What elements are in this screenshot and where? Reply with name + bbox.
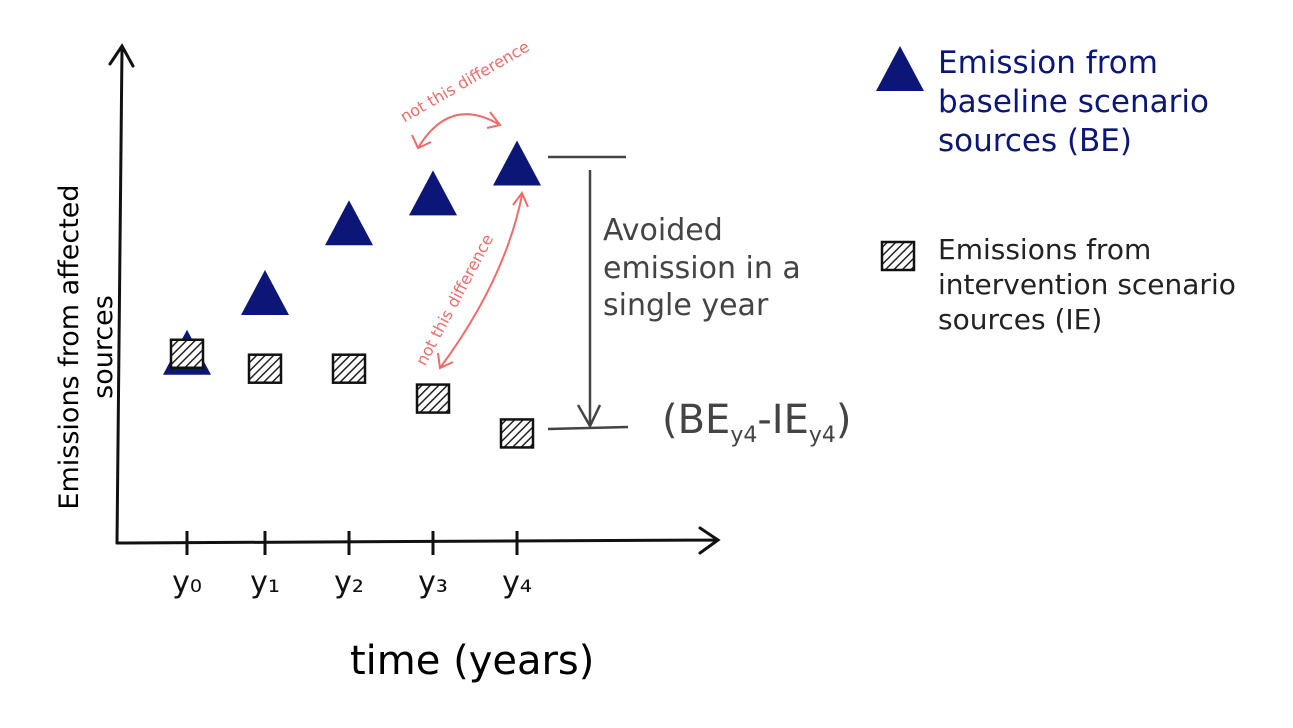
square-marker [415,383,451,414]
x-tick-label: y₃ [418,565,448,600]
x-axis-label: time (years) [350,638,595,684]
triangle-marker [325,200,373,246]
formula: (BEy4-IEy4) [662,395,852,450]
square-marker [331,353,367,384]
triangle-marker [493,140,541,186]
legend-label: Emission from baseline scenario sources … [938,45,1209,159]
x-tick-label: y₂ [334,565,364,600]
legend-label: Emissions from intervention scenario sou… [938,233,1236,336]
x-tick-label: y₀ [172,565,202,600]
formula-part: -IE [757,397,809,443]
x-tick-label: y₁ [250,565,280,600]
triangle-marker [241,270,289,315]
formula-part: ) [835,397,852,443]
x-tick-label: y₄ [502,565,532,600]
square-marker [247,353,283,384]
formula-part: (BE [662,397,731,443]
square-marker [169,338,205,370]
annotation: Avoided emission in a single year [603,213,801,323]
square-marker [499,418,535,449]
y-axis [108,43,135,545]
triangle-marker [409,170,457,216]
triangle-marker [876,46,924,91]
formula-subscript: y4 [730,423,758,448]
red-arrows [411,111,529,370]
axes [108,43,721,555]
avoided-bracket [547,155,629,431]
square-marker [880,240,916,272]
x-axis [115,526,721,555]
formula-subscript: y4 [808,423,836,448]
y-axis-label: Emissions from affected sources [54,184,119,510]
